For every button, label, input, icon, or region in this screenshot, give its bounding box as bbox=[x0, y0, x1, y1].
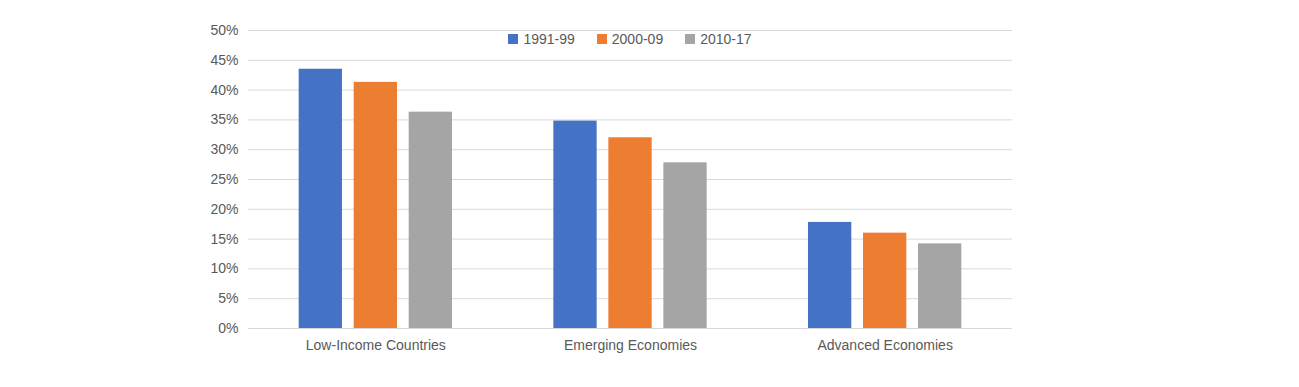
svg-text:50%: 50% bbox=[210, 22, 238, 38]
svg-text:Low-Income Countries: Low-Income Countries bbox=[306, 337, 446, 353]
svg-text:45%: 45% bbox=[210, 52, 238, 68]
svg-text:20%: 20% bbox=[210, 201, 238, 217]
html-text:2000-09: 2000-09 bbox=[611, 31, 664, 47]
svg-text:0%: 0% bbox=[218, 320, 238, 336]
html-text:2010-17: 2010-17 bbox=[700, 31, 752, 47]
svg-text:25%: 25% bbox=[210, 171, 238, 187]
svg-text:5%: 5% bbox=[218, 290, 238, 306]
svg-text:10%: 10% bbox=[210, 260, 238, 276]
svg-text:40%: 40% bbox=[210, 82, 238, 98]
html-text:1991-99: 1991-99 bbox=[523, 31, 575, 47]
svg-text:Emerging Economies: Emerging Economies bbox=[564, 337, 697, 353]
svg-text:15%: 15% bbox=[210, 231, 238, 247]
svg-text:30%: 30% bbox=[210, 141, 238, 157]
svg-text:35%: 35% bbox=[210, 111, 238, 127]
svg-text:Advanced Economies: Advanced Economies bbox=[817, 337, 952, 353]
